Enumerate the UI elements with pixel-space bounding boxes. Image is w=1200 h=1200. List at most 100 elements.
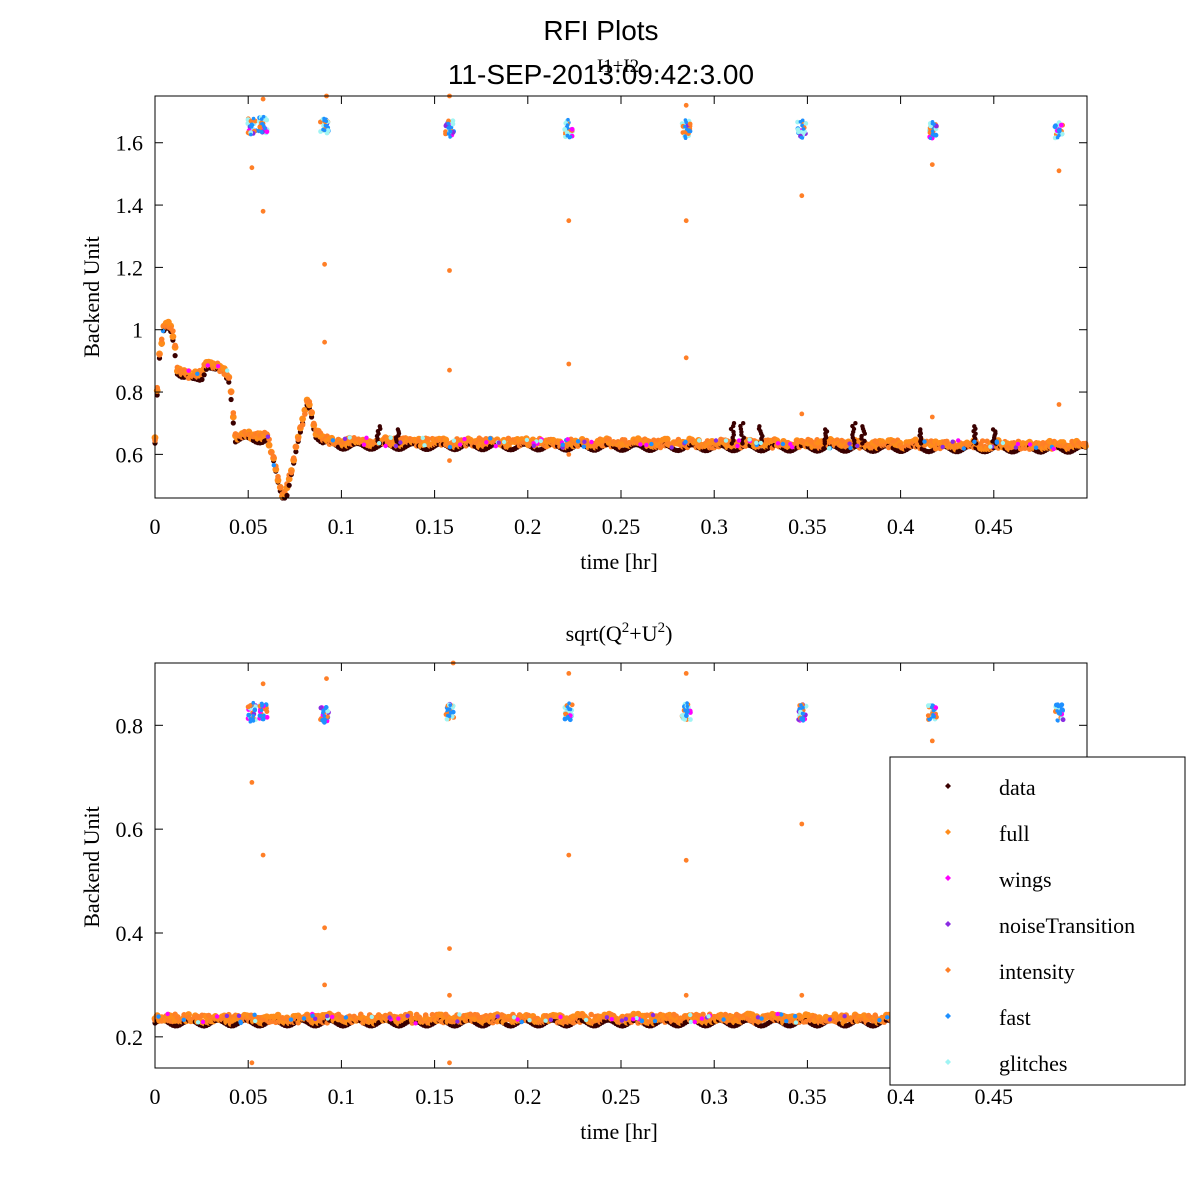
intensity-point xyxy=(325,714,330,719)
fast-point xyxy=(961,446,966,451)
noise-transition-point xyxy=(495,1014,500,1019)
wings-point xyxy=(165,1011,170,1017)
glitches-point xyxy=(754,440,759,445)
data-point xyxy=(293,449,299,455)
glitches-point xyxy=(1000,440,1006,446)
fast-point xyxy=(1057,130,1061,134)
intensity-point xyxy=(299,422,306,428)
intensity-point xyxy=(588,1011,594,1018)
glitches-point xyxy=(758,440,763,446)
glitches-point xyxy=(444,716,450,722)
fast-point xyxy=(649,441,654,447)
x-tick-label: 0 xyxy=(150,514,161,539)
glitches-point xyxy=(747,437,752,442)
fast-point xyxy=(271,463,276,468)
fast-point xyxy=(721,1017,726,1022)
legend-label-glitches: glitches xyxy=(999,1051,1067,1076)
full-point xyxy=(301,406,309,414)
noise-transition-point xyxy=(405,1013,410,1018)
wings-point xyxy=(200,1019,206,1025)
intensity-point xyxy=(569,702,575,708)
outlier-point xyxy=(799,193,805,199)
wings-point xyxy=(638,442,643,447)
fast-point xyxy=(322,128,327,132)
intensity-point xyxy=(687,121,693,127)
legend-marker-full xyxy=(945,829,951,835)
fast-point xyxy=(251,713,256,718)
intensity-point xyxy=(264,709,270,714)
full-point xyxy=(274,1011,282,1019)
noise-transition-point xyxy=(342,436,348,441)
fast-point xyxy=(1055,135,1060,140)
legend-marker-wings xyxy=(945,875,951,881)
fast-point xyxy=(780,441,786,447)
data-point xyxy=(731,421,737,426)
noise-transition-point xyxy=(455,1019,460,1024)
panel-2-ticks: 0 0.05 0.1 0.15 0.2 0.25 0.3 0.35 0.4 0.45 0.2 0.4 0… xyxy=(116,663,1087,1109)
glitches-point xyxy=(253,1018,258,1024)
fast-point xyxy=(1056,704,1061,709)
fast-point xyxy=(343,1015,349,1020)
intensity-point xyxy=(290,455,297,461)
intensity-point xyxy=(288,469,295,476)
x-tick-label: 0.2 xyxy=(514,1084,542,1109)
fast-point xyxy=(248,717,253,721)
data-point xyxy=(154,392,160,398)
x-tick-label: 0.15 xyxy=(415,514,454,539)
outlier-point xyxy=(447,992,452,998)
fast-point xyxy=(562,716,568,722)
fast-point xyxy=(323,123,329,128)
legend-marker-glitches xyxy=(945,1059,951,1065)
fast-point xyxy=(301,1016,307,1021)
noise-transition-point xyxy=(713,438,719,443)
data-point xyxy=(860,424,865,429)
fast-point xyxy=(652,1018,658,1024)
data-point xyxy=(859,433,864,439)
intensity-point xyxy=(170,328,176,334)
glitches-point xyxy=(420,435,425,441)
fast-point xyxy=(683,708,687,713)
outlier-point xyxy=(447,367,452,373)
fast-point xyxy=(581,444,586,449)
fast-point xyxy=(1056,719,1060,723)
fast-point xyxy=(800,123,804,128)
legend-label-full: full xyxy=(999,821,1030,846)
wings-point xyxy=(630,1017,636,1022)
wings-point xyxy=(1051,446,1056,452)
fast-point xyxy=(566,117,570,122)
fast-point xyxy=(800,711,805,716)
fast-point xyxy=(259,129,264,134)
noise-transition-point xyxy=(755,1015,761,1020)
x-tick-label: 0.4 xyxy=(887,514,915,539)
outlier-point xyxy=(929,162,935,168)
y-tick-label: 0.8 xyxy=(116,380,144,405)
wings-point xyxy=(214,1014,220,1019)
glitches-point xyxy=(369,1014,374,1020)
figure-subtitle: 11-SEP-2013:09:42:3.00 xyxy=(448,59,754,90)
fast-point xyxy=(567,135,572,140)
fast-point xyxy=(181,1017,186,1022)
fast-point xyxy=(246,712,252,718)
intensity-point xyxy=(318,119,323,125)
fast-point xyxy=(683,124,687,129)
glitches-point xyxy=(511,1015,517,1020)
glitches-point xyxy=(195,1020,201,1025)
fast-point xyxy=(801,705,805,710)
data-point xyxy=(823,427,828,432)
outlier-point xyxy=(1056,402,1062,407)
wings-point xyxy=(205,363,210,368)
intensity-point xyxy=(277,484,284,491)
y-tick-label: 0.8 xyxy=(116,713,144,738)
fast-point xyxy=(1059,702,1065,708)
noise-transition-point xyxy=(847,441,852,446)
fast-point xyxy=(156,1014,161,1019)
panel-2-xlabel: time [hr] xyxy=(580,1119,658,1144)
wings-point xyxy=(396,1016,401,1021)
glitches-point xyxy=(325,708,331,714)
fast-point xyxy=(446,132,451,136)
glitches-point xyxy=(538,438,543,444)
outlier-point xyxy=(683,671,689,676)
fast-point xyxy=(321,710,325,715)
wings-point xyxy=(484,440,489,445)
legend-label-fast: fast xyxy=(999,1005,1031,1030)
